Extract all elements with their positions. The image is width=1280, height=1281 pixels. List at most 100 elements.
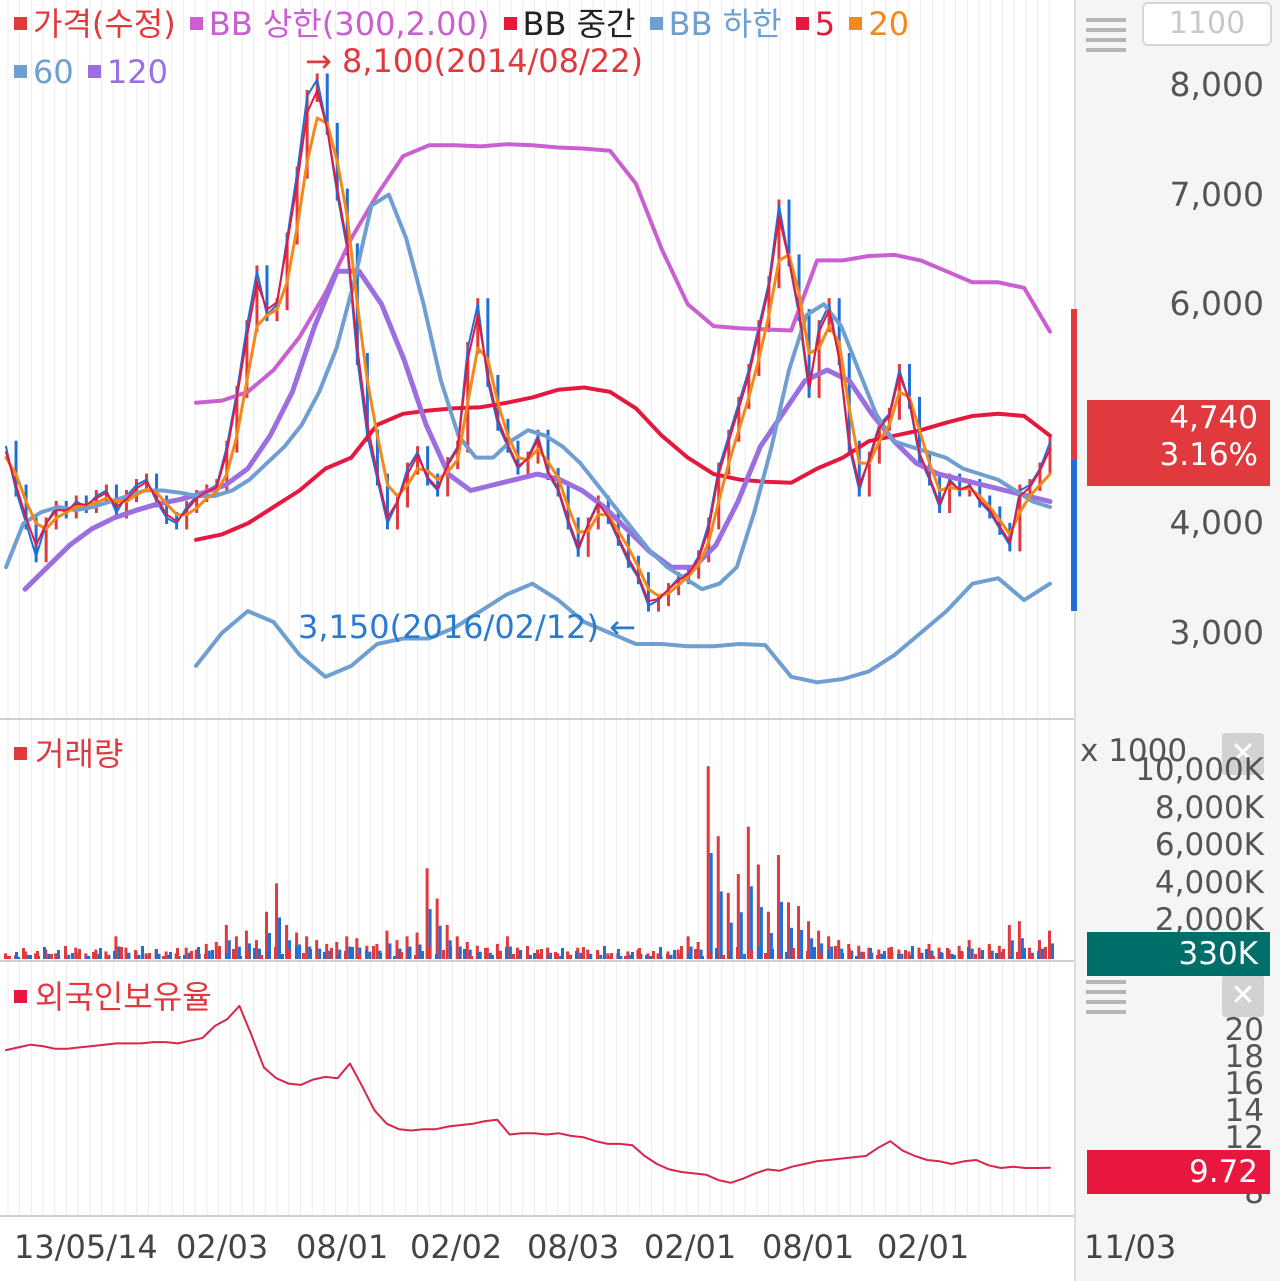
volume-bar [769, 933, 773, 959]
foreign-ratio-line [5, 1004, 1051, 1184]
volume-bar [797, 906, 801, 959]
volume-bar [1017, 921, 1021, 959]
volume-bar [302, 953, 305, 959]
volume-bar [137, 954, 141, 959]
volume-bar [265, 911, 268, 959]
x-tick-label: 02/03 [176, 1228, 269, 1266]
volume-bar [1010, 940, 1014, 959]
volume-bar [606, 953, 610, 959]
zoom-input[interactable]: 1100 [1142, 2, 1272, 46]
volume-bar [566, 951, 570, 959]
volume-bar [190, 951, 193, 959]
volume-bar [421, 951, 424, 959]
volume-bar [87, 955, 91, 959]
volume-bar [47, 953, 51, 959]
volume-bar [549, 952, 553, 959]
volume-bar [699, 949, 703, 959]
volume-bar [375, 943, 379, 959]
volume-bar [659, 947, 662, 959]
volume-bar [415, 932, 419, 959]
volume-bar [656, 953, 660, 959]
volume-bar [134, 950, 137, 959]
volume-bar [967, 947, 970, 959]
volume-bar [358, 947, 362, 959]
legend-item-bb-upper: BB 상한(300,2.00) [189, 4, 489, 44]
volume-bar [17, 956, 21, 959]
x-tick-label: 08/01 [762, 1228, 855, 1266]
volume-bar [981, 950, 984, 959]
volume-bar [880, 953, 884, 959]
volume-bar [589, 954, 592, 959]
volume-bar [857, 945, 861, 959]
volume-bar [274, 947, 277, 959]
volume-bar [323, 952, 326, 959]
volume-bar [953, 955, 956, 959]
menu-icon-foreign[interactable] [1086, 980, 1126, 1016]
volume-bar [335, 941, 339, 959]
volume-bar [254, 940, 258, 959]
volume-bar [71, 953, 74, 959]
volume-bar [495, 943, 499, 959]
volume-bar [533, 953, 536, 959]
volume-bar [946, 948, 949, 959]
volume-bar [22, 948, 25, 959]
volume-bar [890, 947, 893, 959]
volume-bar [184, 947, 188, 959]
volume-bar [561, 948, 564, 959]
volume-bar [1027, 947, 1031, 959]
volume-bar [785, 952, 788, 959]
volume-bar [827, 950, 830, 959]
volume-bar [666, 954, 669, 959]
volume-bar [148, 953, 151, 959]
menu-icon[interactable] [1086, 18, 1126, 54]
volume-bar [239, 956, 242, 959]
volume-bar [556, 953, 560, 959]
volume-bar [414, 955, 417, 959]
volume-bar [817, 930, 821, 959]
close-volume-pane-icon[interactable]: ✕ [1222, 733, 1264, 775]
x-tick-label: 13/05/14 [14, 1228, 158, 1266]
volume-bar [897, 954, 900, 959]
volume-bar [438, 925, 442, 959]
volume-bar [837, 940, 841, 959]
volume-bar [288, 950, 291, 959]
volume-bar [477, 952, 480, 959]
x-tick-label: 02/01 [644, 1228, 737, 1266]
volume-bar [988, 946, 991, 959]
volume-bar [285, 924, 289, 959]
current-range-bar [1071, 309, 1077, 611]
volume-bar [970, 948, 974, 959]
volume-tick-label: 8,000K [1154, 790, 1264, 826]
volume-bar [288, 940, 292, 959]
volume-bar [309, 949, 312, 959]
volume-bar [1051, 943, 1054, 959]
volume-pane-title: 거래량 [14, 729, 123, 775]
volume-bar [624, 956, 627, 959]
max-annotation: → 8,100(2014/08/22) [305, 42, 643, 80]
volume-bar [736, 947, 739, 959]
close-foreign-pane-icon[interactable]: ✕ [1222, 975, 1264, 1017]
volume-bar [636, 949, 640, 959]
volume-bar [8, 956, 11, 959]
current-price-badge: 4,740 3.16% [1087, 400, 1270, 486]
volume-bar [990, 950, 994, 959]
volume-bar [484, 948, 487, 959]
volume-bar [24, 951, 28, 959]
volume-bar [337, 955, 340, 959]
volume-bar [779, 901, 783, 959]
volume-bar [950, 953, 954, 959]
volume-bar [224, 924, 228, 959]
volume-bar [85, 956, 88, 959]
volume-bar [932, 956, 935, 959]
y-tick-label: 7,000 [1169, 174, 1264, 214]
volume-bar [470, 956, 473, 959]
volume-bar [237, 946, 241, 959]
volume-bar [575, 951, 578, 959]
volume-bar [141, 946, 144, 959]
volume-bar [218, 946, 221, 959]
y-tick-label: 6,000 [1169, 284, 1264, 324]
volume-bar [468, 949, 472, 959]
volume-bar [385, 930, 389, 959]
current-foreign-ratio-badge: 9.72 [1087, 1150, 1270, 1194]
volume-bar [393, 956, 396, 959]
